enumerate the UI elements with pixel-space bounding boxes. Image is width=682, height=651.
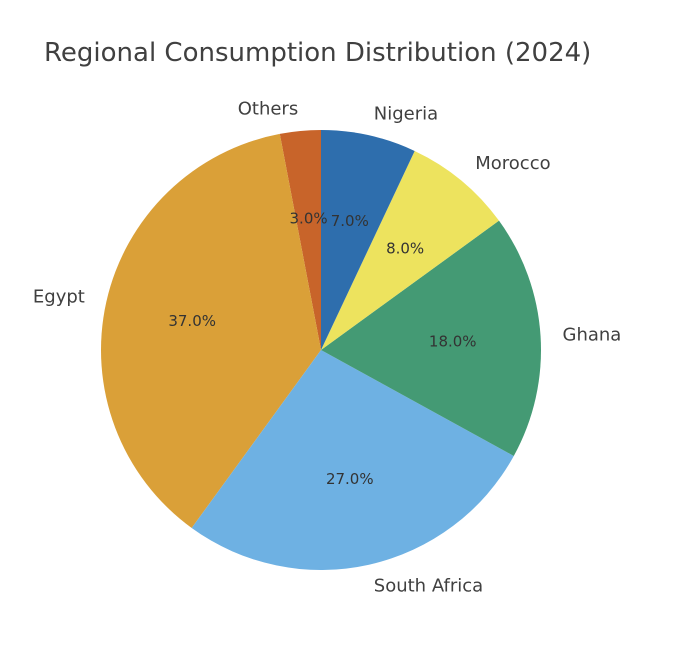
slice-percent-south-africa: 27.0% — [326, 470, 374, 488]
pie-slice-south-africa — [191, 350, 514, 570]
slice-percent-ghana: 18.0% — [429, 333, 477, 351]
slice-percent-others: 3.0% — [290, 210, 328, 228]
slice-label-nigeria: Nigeria — [374, 103, 438, 124]
pie-slice-ghana — [321, 220, 541, 456]
slice-label-others: Others — [238, 99, 299, 120]
pie-slice-morocco — [321, 150, 499, 350]
slice-percent-nigeria: 7.0% — [331, 212, 369, 230]
chart-title: Regional Consumption Distribution (2024) — [44, 38, 592, 68]
slice-label-ghana: Ghana — [563, 324, 622, 345]
slice-percent-morocco: 8.0% — [386, 239, 424, 257]
pie-slice-others — [279, 130, 321, 350]
slice-label-south-africa: South Africa — [374, 576, 483, 597]
slice-label-morocco: Morocco — [475, 153, 550, 174]
slice-label-egypt: Egypt — [33, 287, 85, 308]
pie-slice-egypt — [100, 133, 321, 528]
pie-slice-nigeria — [321, 130, 415, 350]
slice-percent-egypt: 37.0% — [168, 312, 216, 330]
